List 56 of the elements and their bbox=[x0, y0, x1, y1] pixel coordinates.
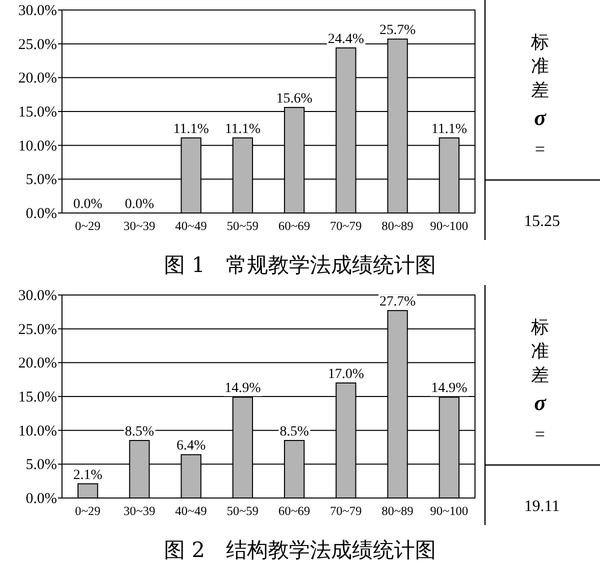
text: 图 2 结构教学法成绩统计图 bbox=[164, 538, 436, 562]
y-tick-label: 20.0% bbox=[18, 356, 57, 372]
x-tick-label: 0~29 bbox=[75, 219, 101, 233]
y-tick-label: 30.0% bbox=[18, 288, 57, 304]
text: = bbox=[534, 424, 546, 444]
y-tick-label: 25.0% bbox=[18, 36, 57, 53]
text: 19.11 bbox=[524, 498, 560, 515]
text: 15.25 bbox=[524, 213, 560, 230]
data-label: 25.7% bbox=[379, 23, 416, 38]
y-tick-label: 15.0% bbox=[18, 390, 57, 406]
x-tick-label: 30~39 bbox=[124, 504, 156, 518]
text: 标准差 bbox=[530, 32, 549, 101]
x-tick-label: 80~89 bbox=[382, 219, 414, 233]
x-tick-label: 70~79 bbox=[330, 219, 362, 233]
x-tick-label: 60~69 bbox=[278, 219, 310, 233]
data-label: 11.1% bbox=[431, 122, 468, 137]
text: = bbox=[534, 139, 546, 159]
data-label: 14.9% bbox=[431, 381, 468, 396]
y-tick-label: 15.0% bbox=[18, 104, 57, 120]
data-label: 11.1% bbox=[224, 122, 261, 137]
data-label: 11.1% bbox=[173, 122, 210, 137]
data-label: 14.9% bbox=[224, 381, 262, 396]
x-tick-label: 50~59 bbox=[226, 219, 259, 233]
y-tick-label: 25.0% bbox=[18, 322, 57, 338]
data-label: 2.1% bbox=[73, 468, 103, 483]
y-tick-label: 10.0% bbox=[18, 138, 57, 154]
x-tick-label: 70~79 bbox=[330, 504, 362, 518]
x-tick-label: 50~59 bbox=[226, 504, 259, 518]
text: 标准差 bbox=[530, 317, 549, 386]
text: σ bbox=[534, 390, 548, 415]
x-tick-label: 30~39 bbox=[124, 219, 156, 233]
data-label: 6.4% bbox=[176, 438, 206, 454]
data-label: 27.7% bbox=[379, 294, 416, 310]
data-label: 0.0% bbox=[73, 197, 103, 212]
data-label: 8.5% bbox=[280, 424, 310, 440]
y-tick-label: 0.0% bbox=[26, 491, 57, 507]
data-label: 17.0% bbox=[328, 366, 364, 382]
y-tick-label: 5.0% bbox=[26, 457, 57, 474]
data-label: 24.4% bbox=[328, 32, 364, 47]
text: 图 1 常规教学法成绩统计图 bbox=[164, 253, 436, 277]
x-tick-label: 80~89 bbox=[382, 504, 414, 518]
x-tick-label: 90~100 bbox=[430, 219, 468, 233]
y-tick-label: 10.0% bbox=[18, 423, 57, 440]
x-tick-label: 40~49 bbox=[175, 219, 207, 233]
y-tick-label: 5.0% bbox=[26, 172, 57, 188]
data-label: 0.0% bbox=[124, 197, 154, 212]
data-label: 8.5% bbox=[124, 424, 154, 440]
y-tick-label: 0.0% bbox=[26, 206, 57, 222]
y-tick-label: 20.0% bbox=[18, 70, 57, 87]
data-label: 15.6% bbox=[276, 91, 313, 106]
x-tick-label: 0~29 bbox=[75, 504, 101, 518]
y-tick-label: 30.0% bbox=[18, 3, 57, 19]
text: σ bbox=[534, 105, 548, 130]
x-tick-label: 40~49 bbox=[175, 504, 207, 518]
x-tick-label: 60~69 bbox=[278, 504, 310, 518]
x-tick-label: 90~100 bbox=[430, 504, 468, 518]
